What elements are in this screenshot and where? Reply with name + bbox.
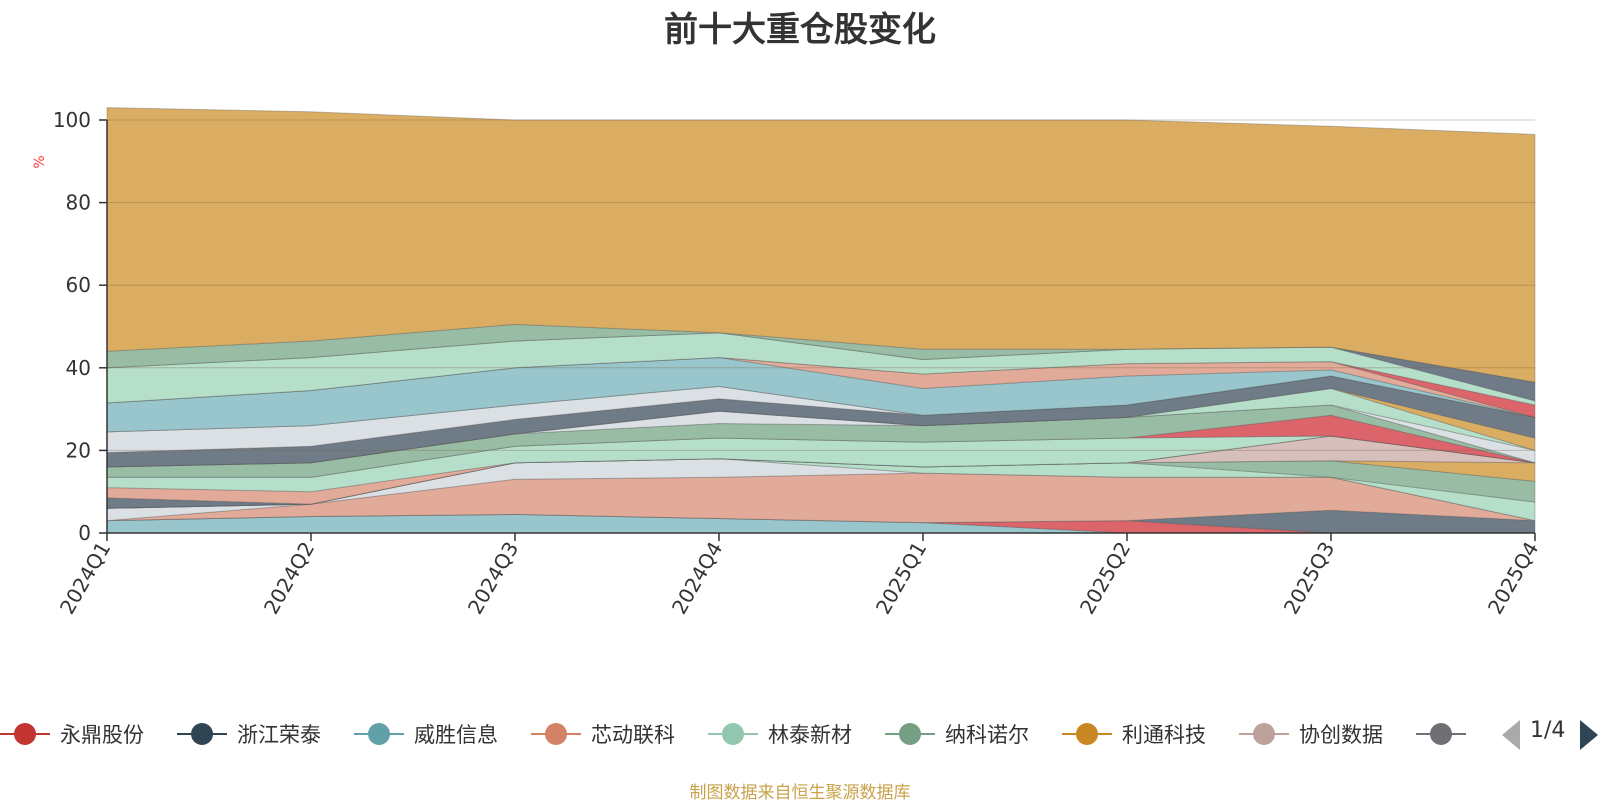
x-tick-label: 2025Q1: [871, 538, 931, 619]
y-tick-label: 20: [66, 438, 91, 462]
legend-item[interactable]: 利通科技: [1062, 718, 1206, 750]
area-series-27: [106, 107, 1536, 383]
legend-label: 威胜信息: [414, 723, 498, 747]
x-tick-label: 2025Q3: [1279, 538, 1339, 619]
x-tick-label: 2025Q2: [1075, 538, 1135, 619]
legend-label: 芯动联科: [591, 723, 675, 747]
x-tick-label: 2025Q4: [1483, 538, 1543, 619]
area-series-26: [106, 323, 1536, 383]
y-axis-unit: %: [32, 155, 48, 168]
legend-page-indicator: 1/4: [1530, 718, 1566, 743]
legend-label: 永鼎股份: [60, 723, 144, 747]
legend-marker-icon: [1239, 721, 1289, 747]
y-tick-label: 0: [78, 521, 91, 545]
y-tick-label: 80: [66, 191, 91, 215]
legend-marker-icon: [177, 721, 227, 747]
y-tick-label: 100: [53, 108, 91, 132]
legend-next-page-icon[interactable]: [1580, 720, 1598, 750]
legend-prev-page-icon[interactable]: [1502, 720, 1520, 750]
chart-title: 前十大重仓股变化: [664, 10, 936, 50]
y-tick-label: 60: [66, 273, 91, 297]
area-layer: [106, 107, 1536, 534]
legend-label: 利通科技: [1122, 723, 1206, 747]
legend-item[interactable]: 林泰新材: [708, 718, 852, 750]
legend-item[interactable]: 芯动联科: [531, 718, 675, 750]
x-tick-label: 2024Q1: [55, 538, 115, 619]
area-series-23: [106, 356, 1536, 419]
legend-item[interactable]: [1416, 718, 1476, 750]
area-series-2: [106, 513, 1535, 534]
legend-label: 协创数据: [1299, 723, 1383, 747]
y-tick-label: 40: [66, 356, 91, 380]
legend-item[interactable]: 协创数据: [1239, 718, 1383, 750]
source-note: 制图数据来自恒生聚源数据库: [689, 783, 911, 803]
legend-item[interactable]: 纳科诺尔: [885, 718, 1029, 750]
legend-marker-icon: [708, 721, 758, 747]
legend-marker-icon: [0, 721, 50, 747]
legend-marker-icon: [531, 721, 581, 747]
x-tick-label: 2024Q2: [259, 538, 319, 619]
legend-label: 纳科诺尔: [945, 723, 1029, 747]
area-series-25: [106, 332, 1536, 402]
x-tick-label: 2024Q4: [667, 538, 727, 619]
legend-item[interactable]: 浙江荣泰: [177, 718, 321, 750]
legend-label: 林泰新材: [768, 723, 852, 747]
legend-item[interactable]: 永鼎股份: [0, 718, 144, 750]
legend-item[interactable]: 威胜信息: [354, 718, 498, 750]
legend-label: 浙江荣泰: [237, 723, 321, 747]
legend-marker-icon: [354, 721, 404, 747]
legend-marker-icon: [885, 721, 935, 747]
legend: 永鼎股份 浙江荣泰 威胜信息 芯动联科 林泰新材 纳科诺尔 利通科技 协创数据: [0, 718, 1500, 750]
legend-marker-icon: [1062, 721, 1112, 747]
legend-pager: 1/4: [1500, 716, 1600, 752]
legend-marker-icon: [1416, 721, 1466, 747]
x-tick-label: 2024Q3: [463, 538, 523, 619]
